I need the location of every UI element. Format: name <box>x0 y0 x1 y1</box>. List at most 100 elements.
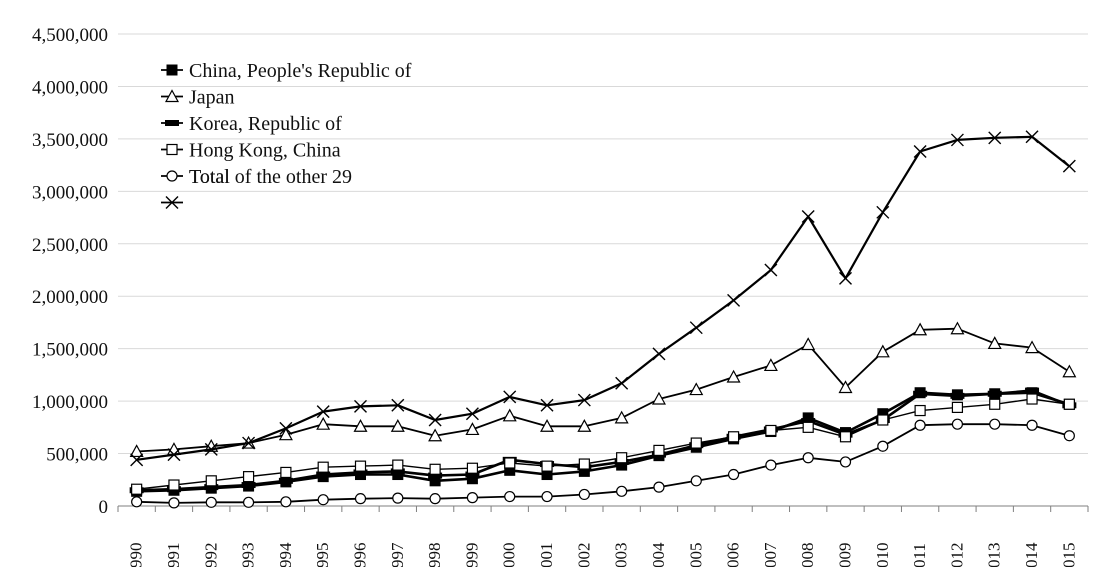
data-point <box>280 466 292 479</box>
data-point <box>615 376 629 390</box>
x-tick-label: 009 <box>836 543 855 568</box>
data-point <box>1062 159 1076 173</box>
data-point <box>353 419 368 432</box>
legend-item: China, People's Republic of <box>161 60 412 82</box>
series-line <box>136 327 1070 453</box>
y-tick-label: 3,000,000 <box>32 182 108 203</box>
x-tick-label: 011 <box>910 543 929 567</box>
data-point <box>540 419 555 432</box>
legend-item: Hong Kong, China <box>161 140 341 162</box>
x-tick-label: 996 <box>351 543 370 568</box>
data-point <box>465 471 480 478</box>
data-point <box>1062 364 1077 378</box>
series-3 <box>131 393 1075 495</box>
x-tick-label: 999 <box>462 543 481 568</box>
data-point <box>390 468 405 475</box>
data-point <box>690 437 702 449</box>
data-point <box>242 471 255 483</box>
series-1 <box>129 321 1077 458</box>
data-point <box>392 459 404 471</box>
data-point <box>950 321 965 335</box>
x-tick-label: 015 <box>1059 543 1078 568</box>
data-point <box>129 444 144 458</box>
data-point <box>316 471 331 478</box>
data-point <box>838 380 853 394</box>
data-point <box>130 453 144 467</box>
series-2 <box>129 387 1077 494</box>
data-point <box>390 419 405 432</box>
legend-marker <box>166 170 178 182</box>
data-point <box>428 413 442 427</box>
series-5 <box>130 130 1076 467</box>
x-tick-label: 004 <box>649 542 668 567</box>
y-tick-label: 3,500,000 <box>32 130 108 151</box>
legend-item: Korea, Republic of <box>161 113 342 135</box>
legend-marker <box>164 89 180 103</box>
legend-label: Total of the other 29 <box>189 166 352 188</box>
data-point <box>802 452 814 464</box>
data-point <box>839 271 852 285</box>
data-point <box>802 421 814 433</box>
data-point <box>354 493 367 505</box>
data-point <box>765 424 777 437</box>
data-point <box>727 293 741 307</box>
x-tick-label: 010 <box>873 543 892 568</box>
data-point <box>914 404 926 417</box>
x-tick-label: 013 <box>985 543 1004 567</box>
data-point <box>241 482 256 489</box>
data-point <box>1025 130 1039 144</box>
data-point <box>763 358 778 372</box>
x-tick-label: 993 <box>239 543 258 568</box>
legend-item: Japan <box>161 87 235 109</box>
data-point <box>466 492 479 504</box>
y-tick-label: 4,000,000 <box>32 77 108 98</box>
data-point <box>204 442 218 456</box>
x-tick-label: 014 <box>1022 542 1041 567</box>
data-point <box>877 414 889 426</box>
x-axis: 990 991 992 993 994 995 996 997 998 999 000 001 002 0… <box>117 505 1089 568</box>
gridlines <box>118 33 1088 455</box>
data-point <box>801 418 816 425</box>
data-point <box>839 431 852 443</box>
series-line <box>136 389 1070 492</box>
data-point <box>875 344 890 358</box>
series-line <box>136 391 1070 493</box>
x-tick-label: 992 <box>201 543 220 568</box>
data-point <box>987 390 1002 397</box>
data-point <box>577 393 591 407</box>
legend: China, People's Republic of Japan Korea, R… <box>161 60 412 209</box>
data-point <box>280 496 292 508</box>
data-point <box>726 369 741 383</box>
x-tick-label: 991 <box>164 543 183 568</box>
data-point <box>242 496 255 508</box>
y-tick-label: 1,500,000 <box>32 340 108 361</box>
y-tick-label: 500,000 <box>46 445 108 466</box>
x-tick-label: 001 <box>537 543 556 568</box>
series-line <box>136 135 1070 461</box>
x-tick-label: 995 <box>313 543 332 568</box>
data-point <box>428 428 443 442</box>
data-point <box>1026 419 1038 431</box>
data-point <box>950 392 965 399</box>
legend-item <box>161 196 183 209</box>
legend-label: Japan <box>189 87 235 109</box>
data-point <box>689 321 703 335</box>
data-point <box>578 488 590 501</box>
data-point <box>951 418 964 430</box>
data-point <box>131 483 143 495</box>
data-point <box>503 390 517 404</box>
legend-marker <box>166 64 178 76</box>
data-point <box>168 497 180 509</box>
legend-marker <box>166 143 178 156</box>
data-point <box>1063 430 1075 442</box>
x-tick-label: 003 <box>612 543 631 568</box>
data-point <box>541 490 553 503</box>
data-point <box>839 456 852 468</box>
data-point <box>577 419 592 432</box>
data-point <box>278 477 293 484</box>
series-line <box>136 398 1070 490</box>
data-point <box>428 472 443 479</box>
data-point <box>877 440 889 452</box>
